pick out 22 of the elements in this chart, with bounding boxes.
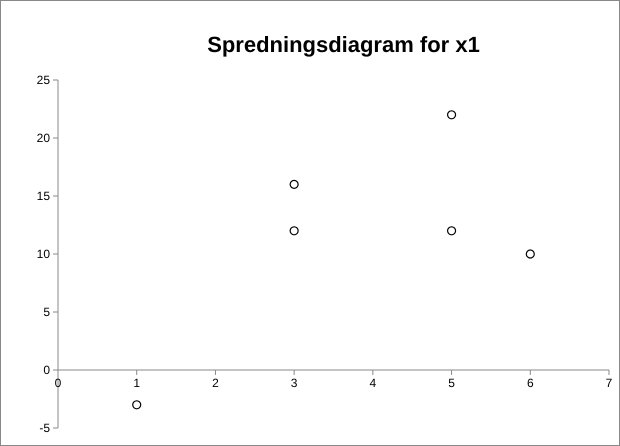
x-tick-label: 0 [54,376,62,390]
y-tick-label: 25 [36,73,50,87]
point [290,226,299,236]
point [132,400,142,410]
x-tick-label: 1 [133,376,140,390]
x-tick-label: 4 [370,376,377,390]
point [446,226,456,236]
x-tick-label: 6 [526,376,534,390]
y-tick-label: -5 [39,421,50,435]
x-tick-label: 3 [290,376,298,390]
y-tick-label: 5 [43,305,50,319]
chart-title: Spredningsdiagram for x1 [207,32,480,57]
y-tick-label: 0 [43,363,50,377]
point [446,110,456,120]
y-tick-label: 20 [36,131,50,145]
point [526,249,535,259]
x-tick-label: 2 [212,376,220,390]
point [290,180,299,189]
y-tick-label: 10 [36,247,50,261]
x-tick-label: 5 [448,376,456,390]
x-tick-label: 7 [606,376,613,390]
y-tick-label: 15 [36,189,50,203]
